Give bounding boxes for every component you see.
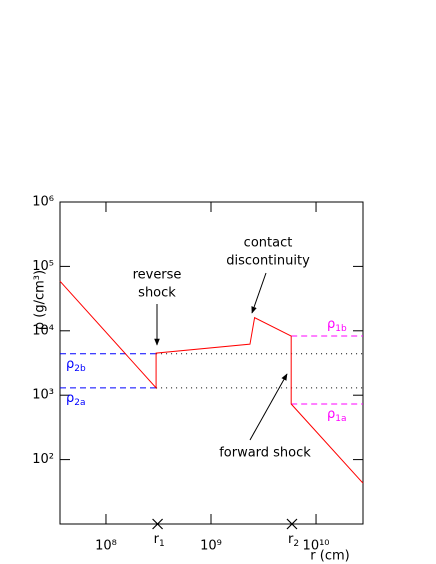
y-tick-label: 10⁵	[32, 259, 54, 274]
label: ρ1b	[327, 317, 347, 334]
y-axis-label: ρ (g/cm³)	[33, 270, 48, 330]
arrow	[249, 373, 288, 441]
y-tick-label: 10³	[32, 388, 54, 403]
annotation: forward shock	[219, 446, 311, 461]
label: ρ2b	[66, 356, 86, 373]
label: ρ2a	[66, 390, 86, 407]
label-symbol: ρ	[327, 317, 335, 332]
y-tick-label: 10⁴	[32, 323, 54, 338]
label: r1	[154, 532, 165, 549]
data-line	[59, 280, 364, 484]
y-tick-label: 10²	[32, 452, 54, 467]
label: ρ1a	[327, 407, 347, 424]
label-subscript: 1b	[335, 324, 347, 334]
annotation: shock	[138, 286, 176, 301]
annotation: reverse	[133, 268, 182, 283]
annotation: contact	[244, 236, 293, 251]
arrow	[251, 272, 267, 314]
x-tick-label: 10⁹	[200, 539, 222, 554]
label-symbol: ρ	[66, 390, 74, 405]
label-symbol: r	[288, 532, 294, 547]
x-tick-label: 10⁸	[95, 539, 117, 554]
marker-cross	[152, 518, 164, 530]
label: r2	[288, 532, 299, 549]
plot-frame	[59, 201, 364, 525]
label-symbol: ρ	[66, 356, 74, 371]
marker-cross	[286, 518, 298, 530]
annotation: discontinuity	[226, 254, 310, 269]
label-subscript: 2a	[74, 397, 85, 407]
label-symbol: ρ	[327, 407, 335, 422]
label-subscript: 1a	[335, 414, 346, 424]
x-tick-label: 10¹⁰	[303, 539, 330, 554]
label-subscript: 2b	[74, 363, 86, 373]
label-subscript: 1	[159, 539, 165, 549]
x-axis-label: r (cm)	[310, 549, 349, 564]
label-subscript: 2	[293, 539, 299, 549]
y-tick-label: 10⁶	[32, 195, 54, 210]
label-symbol: r	[154, 532, 160, 547]
